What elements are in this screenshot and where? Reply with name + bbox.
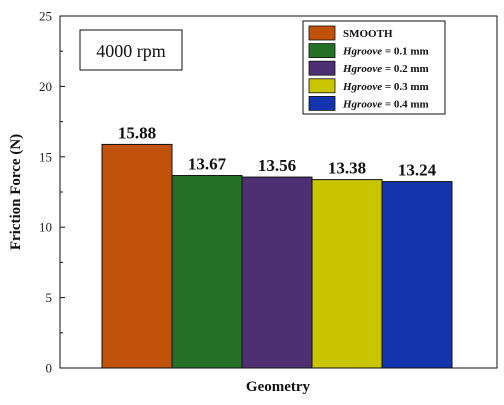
legend-label-name: Hgroove [342, 46, 382, 58]
annotation-text: 4000 rpm [96, 41, 166, 61]
legend-label: SMOOTH [343, 28, 393, 40]
legend-swatch [308, 25, 336, 41]
legend-label-value: = 0.2 mm [382, 63, 429, 75]
legend-label-value: = 0.1 mm [382, 46, 429, 58]
bar-value-label: 13.67 [188, 155, 227, 174]
legend-swatch [308, 96, 336, 111]
legend-label-value: = 0.4 mm [382, 98, 429, 110]
bar-value-label: 13.24 [398, 161, 437, 180]
bars [101, 143, 453, 369]
y-tick-label: 5 [46, 290, 53, 305]
legend-label-name: Hgroove [342, 81, 382, 93]
legend-label: Hgroove = 0.2 mm [342, 63, 429, 75]
annotation-frame [79, 29, 183, 71]
y-tick-label: 0 [46, 361, 53, 376]
y-axis-title: Friction Force (N) [8, 134, 24, 250]
legend-swatch [308, 78, 336, 94]
annotation-box: 4000 rpm [79, 29, 183, 71]
legend-label-name: Hgroove [342, 98, 382, 110]
x-axis-title: Geometry [246, 379, 311, 395]
y-tick-label: 25 [39, 9, 52, 24]
bar-value-label: 15.88 [118, 123, 156, 142]
legend-label-name: SMOOTH [343, 28, 393, 40]
legend-label: Hgroove = 0.4 mm [342, 98, 429, 110]
legend-swatch [308, 60, 336, 76]
bar [381, 181, 453, 369]
bar [311, 179, 383, 369]
legend-label: Hgroove = 0.1 mm [342, 46, 429, 58]
y-tick-label: 15 [39, 149, 52, 164]
legend-label-name: Hgroove [342, 63, 382, 75]
legend-label: Hgroove = 0.3 mm [342, 81, 429, 93]
legend-swatch [308, 43, 336, 58]
bar [241, 176, 313, 369]
y-tick-label: 20 [39, 79, 52, 94]
bar-value-label: 13.38 [328, 159, 366, 178]
legend-label-value: = 0.3 mm [382, 81, 429, 93]
bar-labels: 15.88 13.67 13.56 13.38 13.24 [118, 123, 437, 179]
bar-value-label: 13.56 [258, 156, 296, 175]
y-tick-label: 10 [39, 220, 52, 235]
bar [101, 143, 173, 369]
bar [171, 175, 243, 369]
